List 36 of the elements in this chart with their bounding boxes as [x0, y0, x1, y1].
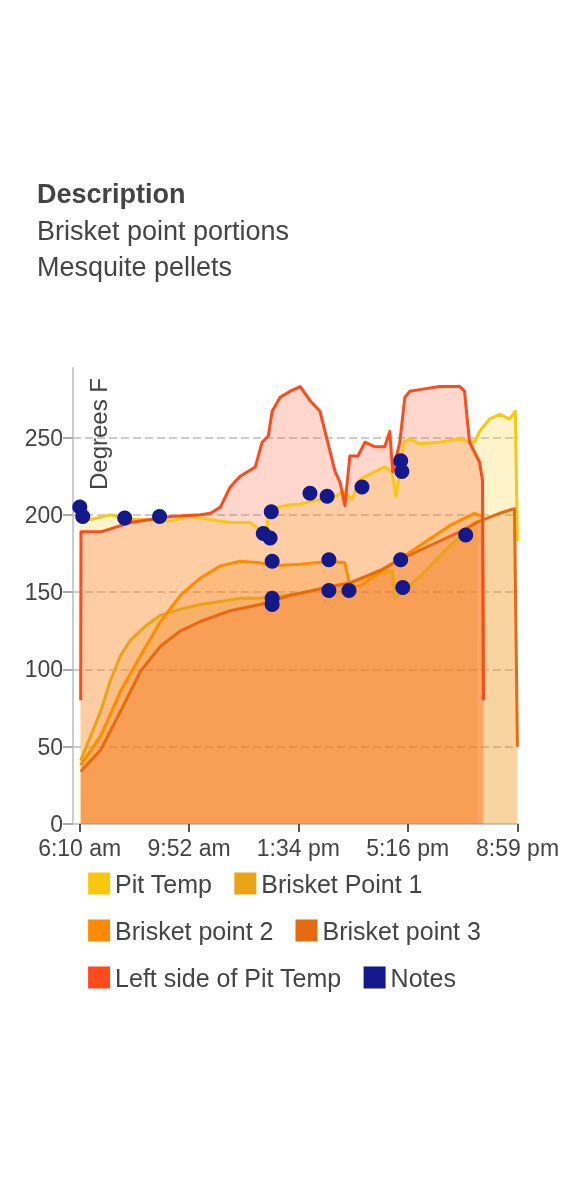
point — [263, 504, 279, 520]
point — [321, 583, 337, 599]
x-tick-label: 8:59 pm — [475, 834, 560, 861]
y-tick-label: 150 — [24, 579, 63, 606]
x-tick-label: 9:52 am — [147, 834, 231, 861]
point — [341, 583, 357, 599]
point — [75, 508, 91, 524]
point — [458, 527, 474, 543]
point — [321, 552, 337, 568]
point — [302, 485, 318, 501]
y-tick-label: 200 — [24, 501, 63, 528]
chart-subtitle: Brisket point portions Mesquite pellets — [37, 216, 290, 282]
legend-label: Brisket point 3 — [322, 916, 481, 945]
point — [264, 553, 280, 569]
legend-label: Brisket point 2 — [115, 916, 274, 945]
x-tick-label: 5:16 pm — [366, 834, 450, 861]
point — [262, 530, 278, 546]
y-tick-label: 250 — [24, 424, 63, 451]
point — [152, 508, 168, 524]
y-tick-label: 100 — [24, 656, 63, 683]
point — [117, 510, 133, 526]
chart-title: Description — [37, 178, 186, 209]
legend-label: Notes — [390, 963, 456, 992]
point — [354, 479, 370, 495]
legend-label: Pit Temp — [115, 869, 212, 898]
y-tick-label: 50 — [37, 733, 63, 760]
x-tick-label: 1:34 pm — [256, 834, 340, 861]
y-axis-title: Degrees F — [84, 378, 112, 491]
legend-label: Left side of Pit Temp — [115, 963, 342, 992]
point — [395, 580, 411, 595]
point — [394, 464, 410, 480]
x-tick-label: 6:10 am — [38, 834, 122, 861]
y-tick-label: 0 — [50, 811, 63, 837]
point — [393, 552, 409, 568]
point — [319, 488, 335, 504]
legend-label: Brisket Point 1 — [261, 869, 423, 898]
